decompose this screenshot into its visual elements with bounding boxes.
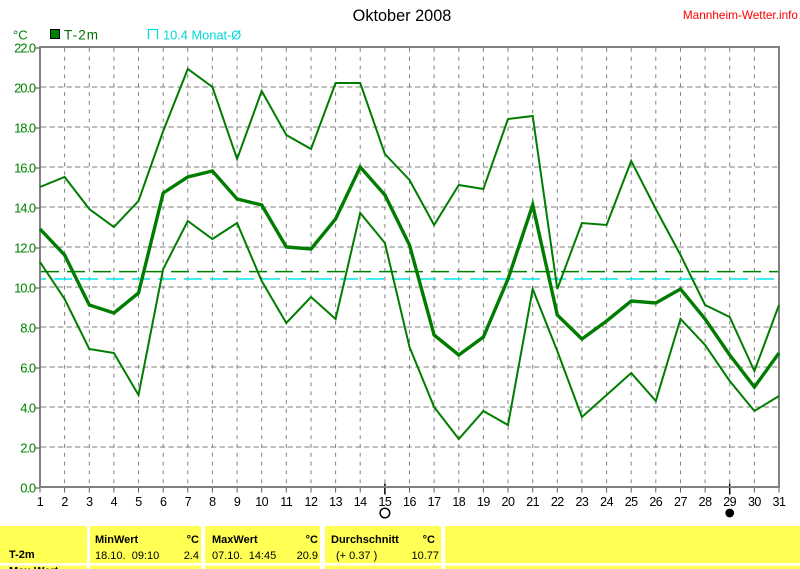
svg-text:4.0: 4.0 bbox=[20, 401, 36, 416]
svg-text:MaxWert: MaxWert bbox=[212, 534, 258, 546]
svg-text:T-2m: T-2m bbox=[9, 549, 35, 561]
svg-text:24: 24 bbox=[600, 495, 613, 509]
svg-text:°C: °C bbox=[187, 534, 199, 546]
svg-text:Mannheim-Wetter.info: Mannheim-Wetter.info bbox=[683, 8, 799, 22]
svg-text:07.10. 14:45: 07.10. 14:45 bbox=[212, 550, 276, 562]
svg-text:23: 23 bbox=[575, 495, 588, 509]
svg-text:(+ 0.37 ): (+ 0.37 ) bbox=[336, 550, 377, 562]
svg-text:10.0: 10.0 bbox=[14, 281, 36, 296]
svg-text:2.4: 2.4 bbox=[184, 550, 199, 562]
svg-text:2: 2 bbox=[61, 495, 68, 509]
svg-text:10: 10 bbox=[255, 495, 268, 509]
svg-text:16: 16 bbox=[403, 495, 416, 509]
svg-text:15: 15 bbox=[378, 495, 391, 509]
svg-text:Durchschnitt: Durchschnitt bbox=[331, 534, 399, 546]
svg-text:9: 9 bbox=[234, 495, 241, 509]
svg-text:3: 3 bbox=[86, 495, 93, 509]
svg-text:21: 21 bbox=[526, 495, 539, 509]
svg-text:16.0: 16.0 bbox=[14, 161, 36, 176]
svg-text:13: 13 bbox=[329, 495, 342, 509]
svg-text:2.0: 2.0 bbox=[20, 441, 36, 456]
svg-text:18.0: 18.0 bbox=[14, 121, 36, 136]
svg-text:19: 19 bbox=[477, 495, 490, 509]
svg-text:22.0: 22.0 bbox=[14, 41, 36, 56]
svg-text:20: 20 bbox=[502, 495, 515, 509]
svg-text:28: 28 bbox=[699, 495, 712, 509]
svg-text:18: 18 bbox=[452, 495, 465, 509]
svg-text:5: 5 bbox=[135, 495, 142, 509]
svg-text:30: 30 bbox=[748, 495, 761, 509]
svg-text:8.0: 8.0 bbox=[20, 321, 36, 336]
svg-text:17: 17 bbox=[428, 495, 441, 509]
svg-text:T-2m: T-2m bbox=[64, 28, 99, 43]
svg-text:7: 7 bbox=[185, 495, 192, 509]
svg-text:°C: °C bbox=[306, 534, 318, 546]
svg-text:4: 4 bbox=[111, 495, 118, 509]
svg-text:18.10. 09:10: 18.10. 09:10 bbox=[95, 550, 159, 562]
svg-text:Oktober 2008: Oktober 2008 bbox=[353, 7, 452, 25]
svg-text:11: 11 bbox=[280, 495, 293, 509]
svg-text:MinWert: MinWert bbox=[95, 534, 139, 546]
svg-text:20.9: 20.9 bbox=[297, 550, 318, 562]
svg-text:1: 1 bbox=[37, 495, 44, 509]
svg-text:10.77: 10.77 bbox=[411, 550, 439, 562]
svg-text:26: 26 bbox=[649, 495, 662, 509]
svg-text:8: 8 bbox=[209, 495, 216, 509]
svg-text:14: 14 bbox=[354, 495, 367, 509]
svg-text:14.0: 14.0 bbox=[14, 201, 36, 216]
svg-text:10.4 Monat-Ø: 10.4 Monat-Ø bbox=[163, 28, 241, 43]
svg-text:°C: °C bbox=[13, 28, 28, 43]
svg-text:12.0: 12.0 bbox=[14, 241, 36, 256]
svg-text:°C: °C bbox=[423, 534, 435, 546]
svg-text:6.0: 6.0 bbox=[20, 361, 36, 376]
svg-text:27: 27 bbox=[674, 495, 687, 509]
svg-text:31: 31 bbox=[773, 495, 786, 509]
svg-text:6: 6 bbox=[160, 495, 167, 509]
svg-text:29: 29 bbox=[723, 495, 736, 509]
svg-text:0.0: 0.0 bbox=[20, 481, 36, 496]
svg-text:22: 22 bbox=[551, 495, 564, 509]
svg-text:12: 12 bbox=[305, 495, 318, 509]
svg-text:20.0: 20.0 bbox=[14, 81, 36, 96]
svg-text:Max-Wert: Max-Wert bbox=[9, 566, 59, 569]
svg-text:25: 25 bbox=[625, 495, 638, 509]
